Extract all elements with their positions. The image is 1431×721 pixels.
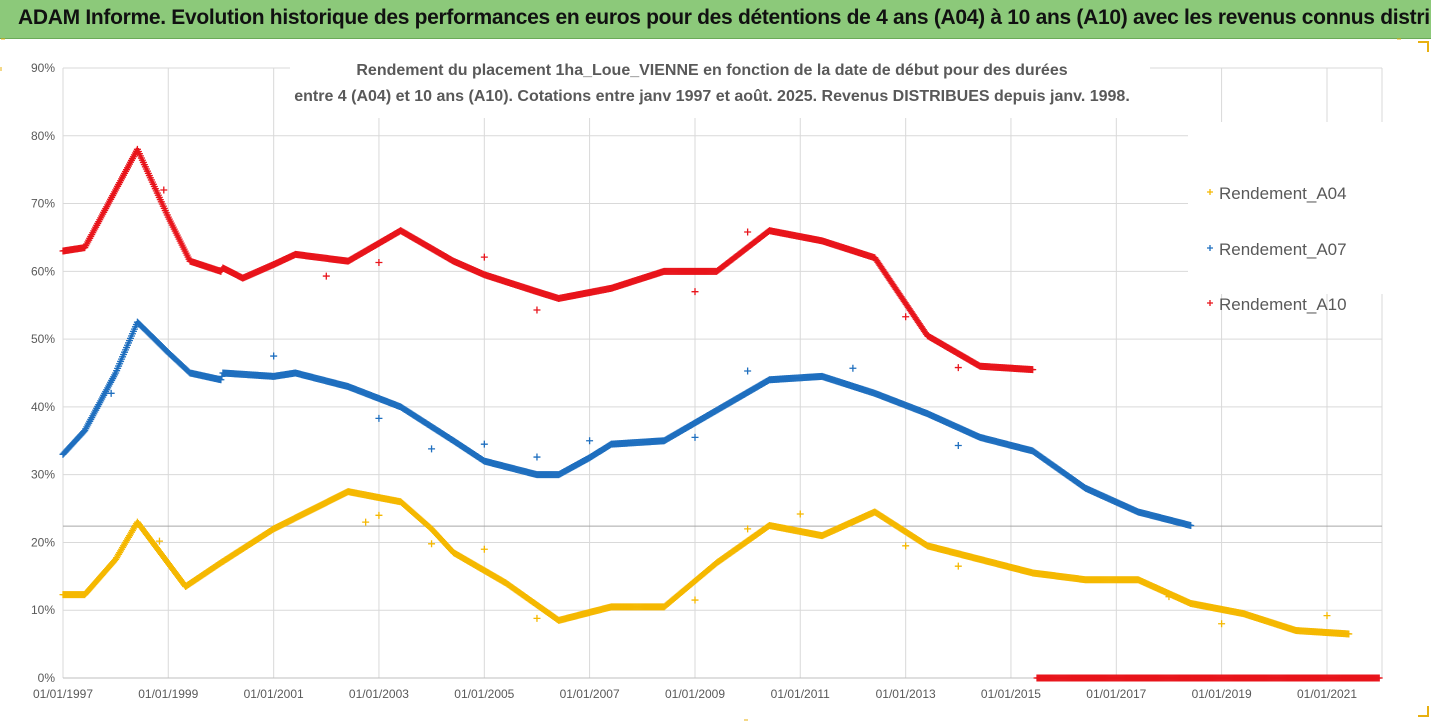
data-point (954, 364, 962, 372)
x-tick-label: 01/01/1999 (138, 687, 198, 701)
legend-label: Rendement_A07 (1219, 240, 1347, 259)
plot-area (59, 145, 1383, 682)
data-point (1375, 674, 1383, 682)
data-point (902, 313, 910, 321)
data-point (270, 352, 278, 360)
x-tick-label: 01/01/2007 (560, 687, 620, 701)
y-tick-label: 80% (31, 129, 55, 143)
chart-title-box (290, 54, 1150, 118)
data-point (1323, 612, 1331, 620)
chart-title-line2: entre 4 (A04) et 10 ans (A10). Cotations… (294, 88, 1130, 105)
x-tick-label: 01/01/1997 (33, 687, 93, 701)
x-tick-label: 01/01/2017 (1086, 687, 1146, 701)
legend: Rendement_A04 Rendement_A07 Rendement_A10 (1188, 122, 1383, 314)
legend-label: Rendement_A04 (1219, 184, 1347, 203)
x-tick-label: 01/01/2013 (876, 687, 936, 701)
y-tick-label: 90% (31, 61, 55, 75)
data-point (428, 540, 436, 548)
data-point (533, 614, 541, 622)
data-point (1029, 366, 1037, 374)
data-point (796, 510, 804, 518)
legend-marker (1207, 245, 1213, 251)
data-point (586, 437, 594, 445)
data-point (954, 562, 962, 570)
y-tick-label: 60% (31, 264, 55, 278)
data-point (744, 525, 752, 533)
data-point (691, 596, 699, 604)
performance-chart: 0% 10% 20% 30% 40% 50% 60% 70% 80% 90% 01/01/1997… (31, 54, 1383, 701)
data-point (480, 253, 488, 261)
legend-marker (1207, 189, 1213, 195)
data-point (1345, 630, 1353, 638)
series-Rendement_A10 (59, 145, 1383, 682)
data-point (691, 288, 699, 296)
y-axis: 0% 10% 20% 30% 40% 50% 60% 70% 80% 90% (31, 61, 55, 685)
y-tick-label: 0% (38, 671, 56, 685)
data-point (155, 537, 163, 545)
legend-marker (1207, 300, 1213, 306)
data-point (375, 414, 383, 422)
data-point (375, 511, 383, 519)
y-tick-label: 40% (31, 400, 55, 414)
data-point (1218, 620, 1226, 628)
data-point (533, 306, 541, 314)
data-point (217, 376, 225, 384)
x-tick-label: 01/01/2015 (981, 687, 1041, 701)
series-Rendement_A04 (59, 488, 1353, 638)
y-tick-label: 20% (31, 535, 55, 549)
title-banner: ADAM Informe. Evolution historique des p… (0, 0, 1431, 39)
data-point (160, 186, 168, 194)
data-point (322, 272, 330, 280)
data-point (849, 364, 857, 372)
y-tick-label: 50% (31, 332, 55, 346)
data-point (744, 367, 752, 375)
data-point (480, 545, 488, 553)
x-tick-label: 01/01/2003 (349, 687, 409, 701)
y-tick-label: 30% (31, 468, 55, 482)
x-tick-label: 01/01/2005 (454, 687, 514, 701)
legend-label: Rendement_A10 (1219, 295, 1347, 314)
data-point (954, 442, 962, 450)
data-point (533, 453, 541, 461)
data-point (902, 542, 910, 550)
y-tick-label: 10% (31, 603, 55, 617)
data-point (744, 228, 752, 236)
y-tick-label: 70% (31, 197, 55, 211)
data-point (107, 389, 115, 397)
x-tick-label: 01/01/2011 (771, 687, 830, 701)
series-Rendement_A07 (59, 318, 1195, 529)
data-point (480, 440, 488, 448)
x-tick-label: 01/01/2021 (1297, 687, 1357, 701)
x-tick-label: 01/01/2009 (665, 687, 725, 701)
x-tick-label: 01/01/2001 (244, 687, 304, 701)
data-point (362, 518, 370, 526)
data-point (1165, 593, 1173, 601)
data-point (1187, 522, 1195, 529)
chart-title-line1: Rendement du placement 1ha_Loue_VIENNE e… (356, 62, 1067, 79)
data-point (375, 259, 383, 267)
data-point (691, 433, 699, 441)
page-title: ADAM Informe. Evolution historique des p… (18, 6, 1431, 29)
data-point (428, 445, 436, 453)
x-tick-label: 01/01/2019 (1192, 687, 1252, 701)
